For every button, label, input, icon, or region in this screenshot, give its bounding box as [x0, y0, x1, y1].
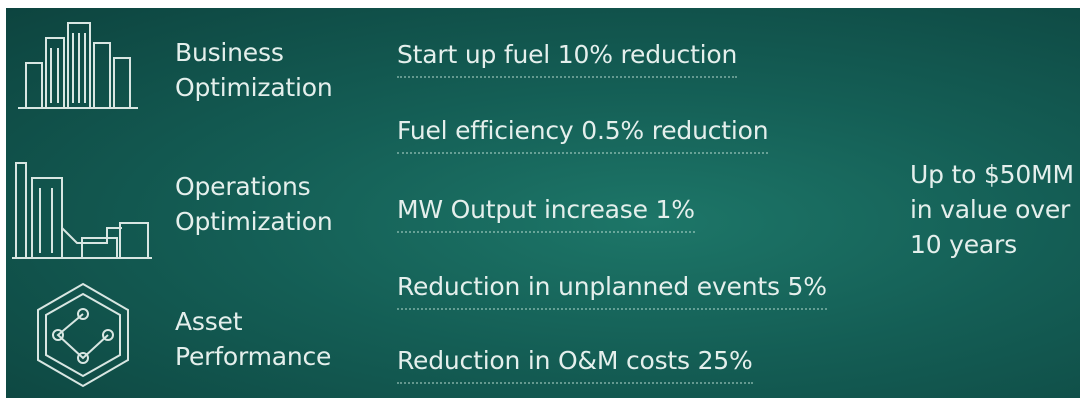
summary-line: 10 years [910, 230, 1017, 259]
category-label: Optimization [175, 207, 333, 236]
summary-line: Up to $50MM [910, 160, 1074, 189]
plant-icon [12, 162, 152, 259]
category-label: Performance [175, 342, 332, 371]
asset-icon [37, 282, 129, 388]
slide: Business Optimization Operations Optimizati… [6, 8, 1080, 398]
summary-line: in value over [910, 195, 1071, 224]
benefit: Reduction in unplanned events 5% [397, 270, 827, 310]
benefit: Fuel efficiency 0.5% reduction [397, 114, 769, 154]
category-label: Asset [175, 307, 243, 336]
benefit: MW Output increase 1% [397, 193, 695, 233]
buildings-icon [18, 22, 138, 109]
category-label: Operations [175, 172, 311, 201]
category-label: Optimization [175, 73, 333, 102]
benefit: Reduction in O&M costs 25% [397, 344, 753, 384]
category-label: Business [175, 38, 284, 67]
benefit: Start up fuel 10% reduction [397, 38, 737, 78]
